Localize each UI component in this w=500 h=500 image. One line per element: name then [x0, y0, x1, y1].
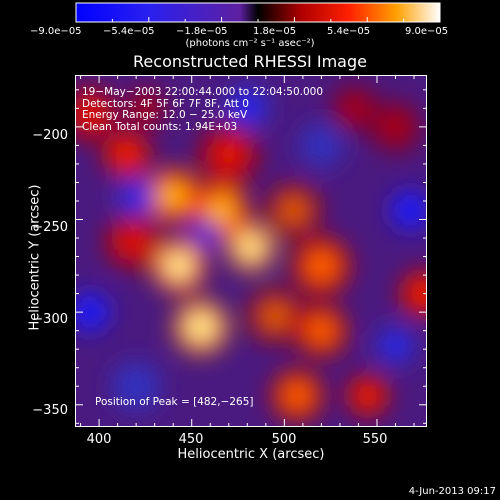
intensity-blob: [309, 253, 334, 278]
intensity-blob: [162, 184, 185, 207]
annotation-energy-range: Energy Range: 12.0 − 25.0 keV: [82, 109, 248, 121]
intensity-blob: [210, 199, 233, 222]
intensity-blob: [77, 300, 102, 324]
intensity-blob: [124, 185, 148, 210]
intensity-blob: [167, 254, 190, 277]
intensity-blob: [379, 110, 412, 144]
xtick-label-3: 550: [362, 432, 388, 447]
intensity-blob: [398, 198, 423, 223]
intensity-blob: [339, 93, 370, 124]
ytick-label-3: −350: [32, 403, 68, 418]
intensity-blob: [216, 142, 241, 167]
x-axis-label: Heliocentric X (arcsec): [177, 447, 325, 462]
colorbar-ticks: [75, 17, 441, 22]
axis-ticks: [75, 75, 427, 427]
intensity-blob: [286, 384, 309, 407]
intensity-blob: [241, 237, 261, 257]
plot-frame: [75, 75, 427, 427]
annotation-block: 19−May−2003 22:00:44.000 to 22:04:50.000…: [82, 86, 324, 133]
footer-timestamp: 4-Jun-2013 09:17: [408, 486, 496, 497]
xtick-label-1: 450: [178, 432, 204, 447]
plot-area: [75, 75, 427, 427]
intensity-blob: [383, 333, 408, 358]
y-axis-label: Heliocentric Y (arcsec): [27, 184, 43, 331]
colorbar-tick-1: −5.4e−05: [103, 26, 155, 37]
intensity-blob: [121, 371, 151, 402]
intensity-blob: [112, 139, 142, 170]
intensity-blob: [195, 225, 214, 244]
chart-title: Reconstructed RHESSI Image: [133, 52, 367, 71]
ytick-label-0: −200: [32, 128, 68, 143]
colorbar: [75, 2, 441, 23]
colorbar-tick-2: −1.8e−05: [176, 26, 228, 37]
intensity-blob: [310, 319, 333, 342]
intensity-blob: [233, 95, 261, 122]
annotation-detectors: Detectors: 4F 5F 6F 7F 8F, Att 0: [82, 97, 249, 110]
xtick-label-2: 500: [271, 432, 297, 447]
intensity-blob: [308, 132, 335, 159]
intensity-blob: [132, 95, 159, 122]
colorbar-tick-4: 5.4e−05: [327, 26, 371, 37]
annotation-time-range: 19−May−2003 22:00:44.000 to 22:04:50.000: [82, 86, 324, 98]
colorbar-units: (photons cm⁻² s⁻¹ asec⁻²): [185, 38, 315, 49]
intensity-blob: [190, 316, 212, 338]
intensity-map: [75, 84, 427, 423]
intensity-blob: [78, 103, 101, 125]
intensity-blob: [121, 230, 144, 253]
ytick-label-1: −250: [32, 220, 68, 235]
intensity-blob: [408, 278, 427, 309]
colorbar-tick-3: 1.8e−05: [253, 26, 297, 37]
xtick-label-0: 400: [86, 432, 112, 447]
ytick-label-2: −300: [32, 312, 68, 327]
intensity-blob: [282, 199, 305, 222]
intensity-blob: [354, 382, 382, 409]
annotation-clean-counts: Clean Total counts: 1.94E+03: [82, 120, 238, 133]
colorbar-tick-5: 9.0e−05: [405, 26, 449, 37]
colorbar-tick-0: −9.0e−05: [30, 26, 82, 37]
peak-position-label: Position of Peak = [482,−265]: [95, 396, 254, 408]
intensity-blob: [264, 305, 286, 327]
